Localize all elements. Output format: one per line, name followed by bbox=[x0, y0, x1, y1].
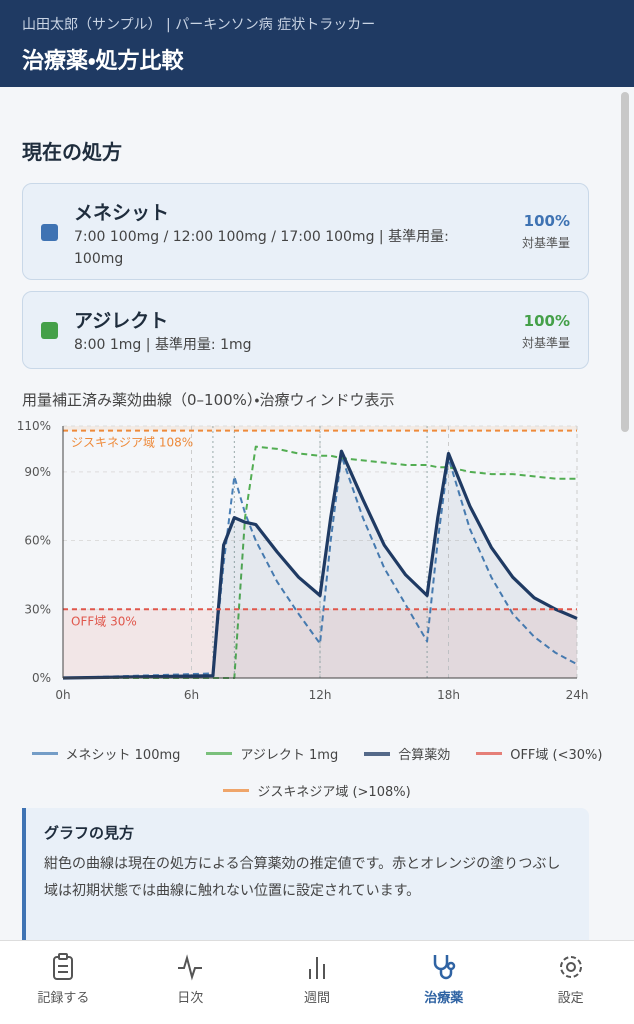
nav-item[interactable]: 記録する bbox=[0, 941, 127, 1024]
threshold-label: ジスキネジア域 108% bbox=[71, 436, 193, 450]
y-tick-label: 90% bbox=[24, 465, 51, 479]
x-tick-label: 0h bbox=[55, 688, 70, 702]
icon bbox=[178, 954, 203, 981]
icon bbox=[53, 953, 74, 980]
nav-label: 日次 bbox=[177, 991, 204, 1006]
nav-label: 週間 bbox=[303, 991, 330, 1006]
legend-label: アジレクト 1mg bbox=[240, 748, 339, 763]
header-title: 治療薬・処方比較 bbox=[22, 49, 184, 74]
section-title: 現在の処方 bbox=[22, 140, 122, 164]
legend-label: ジスキネジア域 (>108%) bbox=[257, 785, 411, 800]
icon bbox=[308, 957, 325, 979]
prescription-card: メネシット 7:00 100mg / 12:00 100mg / 17:00 10… bbox=[22, 183, 589, 280]
x-tick-label: 24h bbox=[566, 688, 589, 702]
threshold-label: OFF域 30% bbox=[71, 614, 137, 628]
color-swatch bbox=[41, 224, 58, 241]
nav-item[interactable]: 設定 bbox=[507, 941, 634, 1024]
legend: ジスキネジア域 (>108%) bbox=[0, 781, 634, 800]
header: 山田太郎（サンプル） | パーキンソン病 症状トラッカー 治療薬・処方比較 bbox=[0, 0, 634, 87]
y-tick-label: 0% bbox=[32, 671, 51, 685]
nav-label: 記録する bbox=[37, 991, 90, 1006]
y-tick-label: 110% bbox=[17, 419, 51, 433]
series-line bbox=[62, 449, 578, 680]
scrollbar[interactable] bbox=[621, 92, 629, 432]
nav-item[interactable]: 週間 bbox=[254, 941, 381, 1024]
note: グラフの見方 紺色の曲線は現在の処方による合算薬効の推定値です。赤とオレンジの塗… bbox=[22, 808, 589, 948]
percent: 100% bbox=[523, 212, 570, 230]
drug-name: アジレクト bbox=[74, 310, 169, 332]
color-swatch bbox=[41, 322, 58, 339]
prescription-card: アジレクト 8:00 1mg | 基準用量: 1mg 100% 対基準量 bbox=[22, 291, 589, 369]
y-tick-label: 60% bbox=[24, 534, 51, 548]
x-tick-label: 6h bbox=[184, 688, 199, 702]
icon bbox=[433, 955, 456, 980]
legend-item: OFF域 (<30%) bbox=[476, 744, 602, 763]
note-title: グラフの見方 bbox=[44, 824, 135, 842]
y-tick-label: 30% bbox=[24, 602, 51, 616]
series-line bbox=[62, 454, 578, 679]
x-tick-label: 12h bbox=[309, 688, 332, 702]
percent-label: 対基準量 bbox=[521, 336, 570, 350]
legend-item: アジレクト 1mg bbox=[206, 744, 338, 763]
drug-detail: 8:00 1mg | 基準用量: 1mg bbox=[74, 337, 252, 353]
drug-name: メネシット bbox=[74, 202, 170, 224]
chart-title: 用量補正済み薬効曲線（0–100%）・治療ウィンドウ表示 bbox=[22, 391, 395, 409]
header-subtitle: 山田太郎（サンプル） | パーキンソン病 症状トラッカー bbox=[22, 17, 376, 33]
legend-swatch bbox=[364, 751, 391, 756]
drug-detail: 7:00 100mg / 12:00 100mg / 17:00 100mg |… bbox=[74, 229, 449, 267]
nav-item[interactable]: 治療薬 bbox=[380, 941, 507, 1024]
legend-label: OFF域 (<30%) bbox=[510, 748, 603, 763]
area bbox=[63, 451, 577, 678]
nav-label: 設定 bbox=[557, 991, 584, 1006]
legend-item: メネシット 100mg bbox=[31, 744, 181, 763]
chart: 0% 30% 60% 90% 110% 0h 6h 12h 18h 24h OFF域 30% ジスキネ… bbox=[17, 419, 589, 702]
legend-label: 合算薬効 bbox=[398, 748, 451, 763]
legend-swatch bbox=[476, 752, 503, 755]
percent: 100% bbox=[523, 312, 570, 330]
legend: メネシット 100mg アジレクト 1mg 合算薬効 OFF域 (<30%) bbox=[0, 744, 634, 763]
legend-label: メネシット 100mg bbox=[65, 748, 181, 763]
series-line bbox=[63, 445, 577, 679]
legend-item: 合算薬効 bbox=[364, 744, 450, 763]
legend-swatch bbox=[31, 752, 58, 755]
icon bbox=[559, 956, 582, 978]
percent-label: 対基準量 bbox=[521, 236, 570, 250]
bottom-nav: 記録する 日次 週間 治療薬 設定 bbox=[0, 940, 634, 1024]
legend-swatch bbox=[223, 789, 250, 792]
x-tick-label: 18h bbox=[437, 688, 460, 702]
legend-swatch bbox=[206, 752, 233, 755]
legend-item: ジスキネジア域 (>108%) bbox=[223, 781, 411, 800]
note-body: 紺色の曲線は現在の処方による合算薬効の推定値です。赤とオレンジの塗りつぶし域は初… bbox=[44, 856, 561, 899]
nav-label: 治療薬 bbox=[424, 991, 464, 1006]
nav-item[interactable]: 日次 bbox=[127, 941, 254, 1024]
